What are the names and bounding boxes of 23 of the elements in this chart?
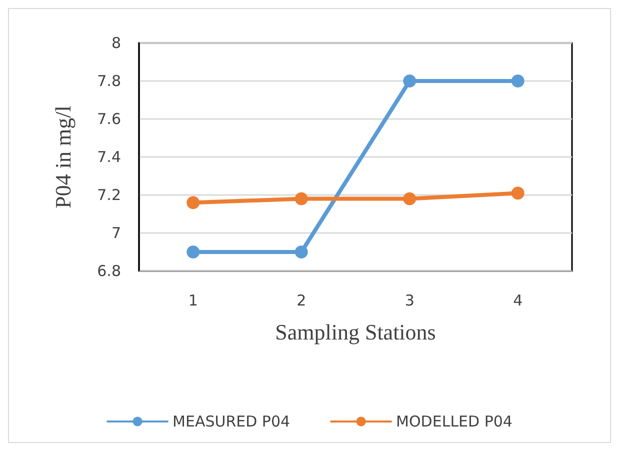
x-tick-label: 4 [513, 292, 523, 310]
point [294, 246, 308, 258]
y-tick-label: 7.2 [97, 186, 121, 204]
y-axis-title: P04 in mg/l [50, 106, 76, 208]
x-tick-label: 1 [188, 292, 198, 310]
point [511, 186, 524, 200]
x-tick-label: 3 [404, 292, 414, 310]
y-tick-label: 8 [111, 34, 121, 52]
point [294, 192, 308, 206]
point [403, 74, 416, 88]
y-tick-label: 7 [111, 224, 121, 242]
point [186, 196, 200, 210]
x-tick-label: 2 [296, 292, 306, 310]
point [403, 192, 416, 206]
y-tick-label: 7.6 [97, 110, 121, 128]
legend-label: MODELLED P04 [396, 412, 512, 430]
y-tick-label: 7.8 [97, 72, 121, 90]
legend-label: MEASURED P04 [172, 412, 290, 430]
x-axis-title: Sampling Stations [275, 320, 436, 344]
y-tick-label: 7.4 [97, 148, 121, 166]
point [511, 74, 524, 88]
point [186, 246, 200, 258]
y-tick-label: 6.8 [97, 262, 121, 280]
